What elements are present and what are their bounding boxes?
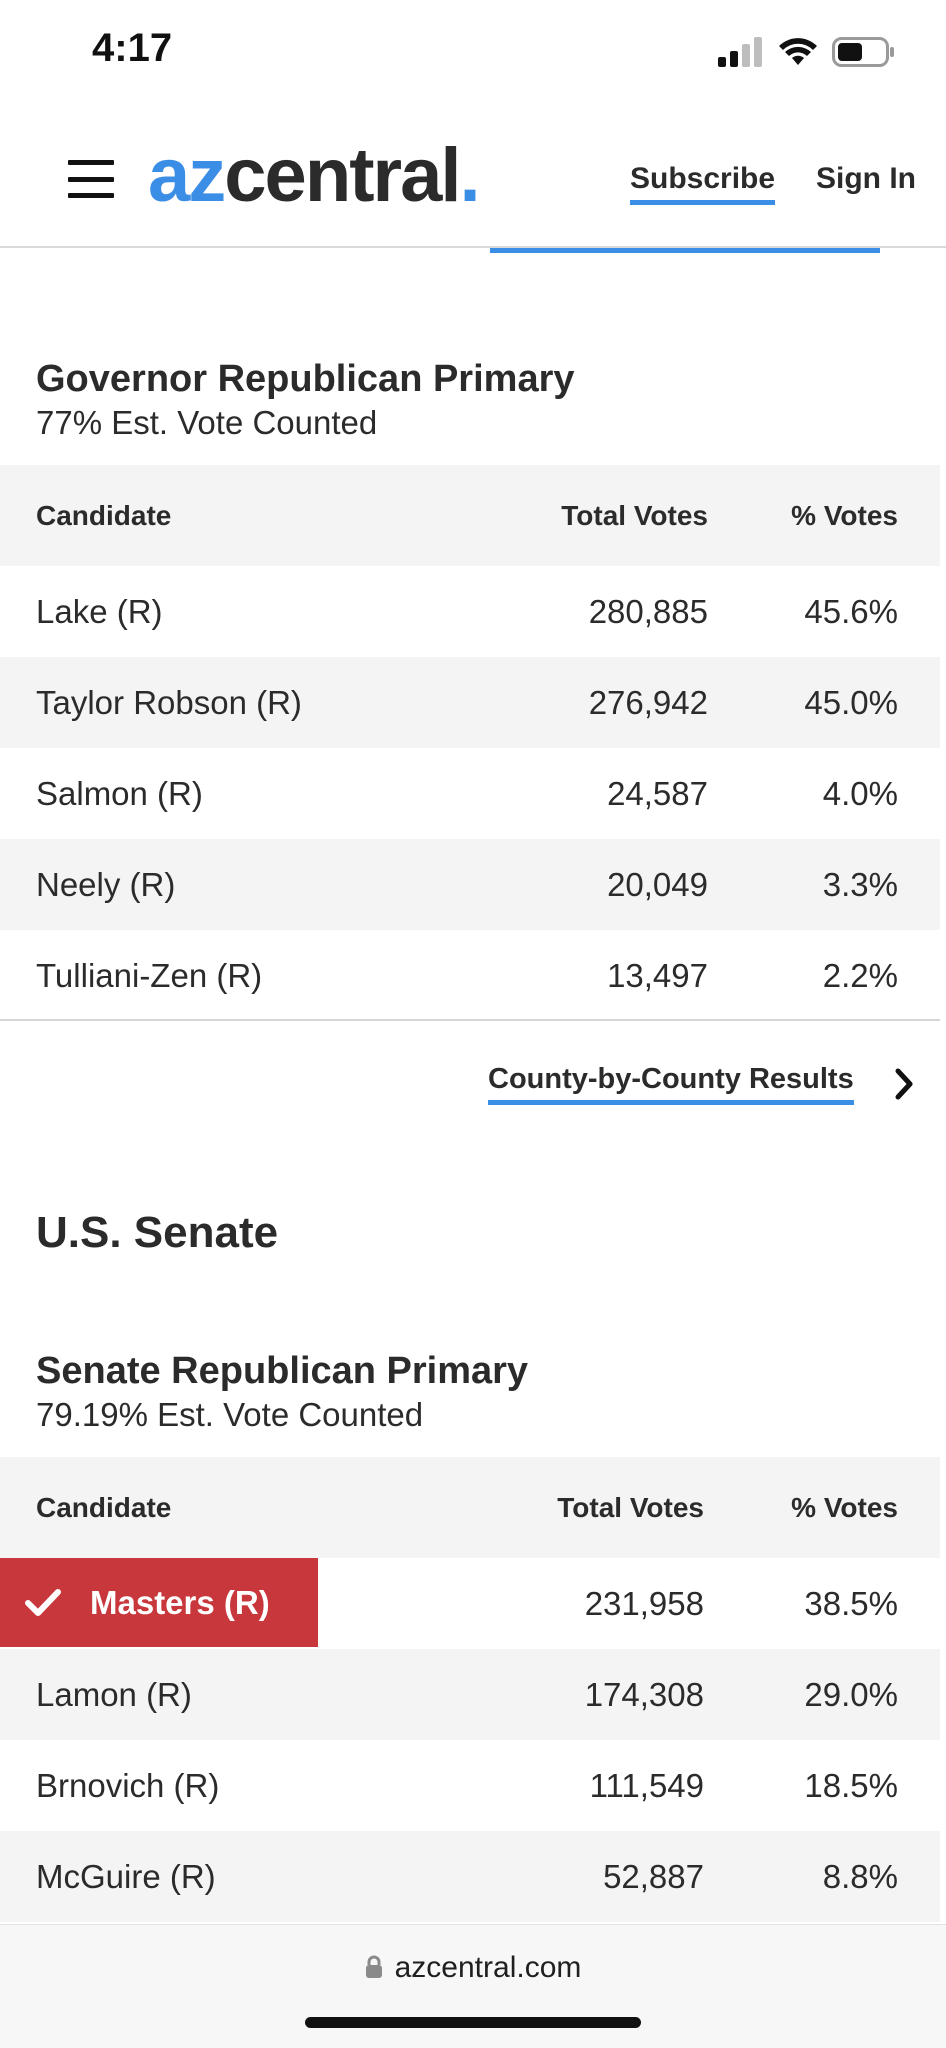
senate-race-title: Senate Republican Primary: [36, 1350, 529, 1392]
candidate-name: Masters (R): [90, 1583, 270, 1621]
wifi-icon: [779, 38, 817, 65]
table-row: Brnovich (R) 111,549 18.5%: [0, 1740, 940, 1831]
governor-vote-counted: 77% Est. Vote Counted: [36, 404, 378, 441]
table-row: Taylor Robson (R) 276,942 45.0%: [0, 657, 940, 748]
candidate-votes: 20,049: [607, 865, 708, 903]
address-bar-url[interactable]: azcentral.com: [0, 1951, 946, 1985]
url-text: azcentral.com: [394, 1951, 582, 1984]
column-header-total-votes: Total Votes: [561, 499, 708, 531]
candidate-votes: 231,958: [584, 1584, 704, 1622]
status-bar: 4:17: [0, 0, 946, 100]
candidate-name: Lake (R): [36, 592, 163, 630]
candidate-pct: 45.0%: [804, 683, 898, 721]
candidate-votes: 174,308: [584, 1675, 704, 1713]
column-header-pct-votes: % Votes: [791, 1491, 898, 1523]
senate-results-table: Candidate Total Votes % Votes Masters (R…: [0, 1457, 940, 1922]
candidate-pct: 29.0%: [804, 1675, 898, 1713]
governor-results-table: Candidate Total Votes % Votes Lake (R) 2…: [0, 465, 940, 1021]
candidate-pct: 38.5%: [804, 1584, 898, 1622]
candidate-votes: 24,587: [607, 774, 708, 812]
table-row-winner: Masters (R) 231,958 38.5%: [0, 1558, 940, 1649]
status-time: 4:17: [92, 26, 173, 70]
winner-badge: Masters (R): [0, 1558, 318, 1647]
chevron-right-icon[interactable]: [892, 1066, 918, 1102]
table-divider: [0, 1019, 940, 1021]
candidate-pct: 4.0%: [822, 774, 898, 812]
candidate-pct: 3.3%: [822, 865, 898, 903]
checkmark-icon: [22, 1582, 64, 1624]
column-header-pct-votes: % Votes: [791, 499, 898, 531]
candidate-name: Lamon (R): [36, 1675, 192, 1713]
county-by-county-results-link[interactable]: County-by-County Results: [488, 1063, 854, 1105]
section-heading-senate: U.S. Senate: [36, 1208, 279, 1257]
table-header-row: Candidate Total Votes % Votes: [0, 1457, 940, 1558]
candidate-name: Tulliani-Zen (R): [36, 956, 263, 994]
column-header-total-votes: Total Votes: [557, 1491, 704, 1523]
lock-icon: [365, 1955, 382, 1978]
site-header: azcentral. Subscribe Sign In: [0, 100, 946, 248]
azcentral-logo[interactable]: azcentral.: [148, 133, 481, 218]
candidate-votes: 111,549: [589, 1766, 704, 1804]
candidate-votes: 13,497: [607, 956, 708, 994]
cellular-signal-icon: [718, 37, 762, 67]
table-row: Lamon (R) 174,308 29.0%: [0, 1649, 940, 1740]
candidate-votes: 276,942: [588, 683, 708, 721]
candidate-votes: 52,887: [603, 1857, 704, 1895]
candidate-name: McGuire (R): [36, 1857, 216, 1895]
sign-in-link[interactable]: Sign In: [816, 162, 916, 195]
table-row: Tulliani-Zen (R) 13,497 2.2%: [0, 930, 940, 1021]
candidate-name: Taylor Robson (R): [36, 683, 302, 721]
column-header-candidate: Candidate: [36, 1491, 172, 1523]
table-row: Salmon (R) 24,587 4.0%: [0, 748, 940, 839]
candidate-pct: 18.5%: [804, 1766, 898, 1804]
table-row: McGuire (R) 52,887 8.8%: [0, 1831, 940, 1922]
previous-link-underline: [490, 248, 880, 253]
candidate-pct: 8.8%: [822, 1857, 898, 1895]
candidate-votes: 280,885: [588, 592, 708, 630]
candidate-name: Neely (R): [36, 865, 176, 903]
governor-race-title: Governor Republican Primary: [36, 358, 575, 400]
home-indicator[interactable]: [305, 2017, 641, 2028]
battery-half-icon: [832, 37, 894, 67]
senate-vote-counted: 79.19% Est. Vote Counted: [36, 1396, 424, 1433]
candidate-name: Salmon (R): [36, 774, 203, 812]
table-row: Neely (R) 20,049 3.3%: [0, 839, 940, 930]
candidate-name: Brnovich (R): [36, 1766, 220, 1804]
status-icons: [718, 32, 896, 72]
table-row: Lake (R) 280,885 45.6%: [0, 566, 940, 657]
table-header-row: Candidate Total Votes % Votes: [0, 465, 940, 566]
candidate-pct: 45.6%: [804, 592, 898, 630]
column-header-candidate: Candidate: [36, 499, 172, 531]
candidate-pct: 2.2%: [822, 956, 898, 994]
browser-address-bar[interactable]: azcentral.com: [0, 1924, 946, 2048]
hamburger-menu-icon[interactable]: [68, 160, 114, 198]
subscribe-link[interactable]: Subscribe: [630, 162, 776, 205]
